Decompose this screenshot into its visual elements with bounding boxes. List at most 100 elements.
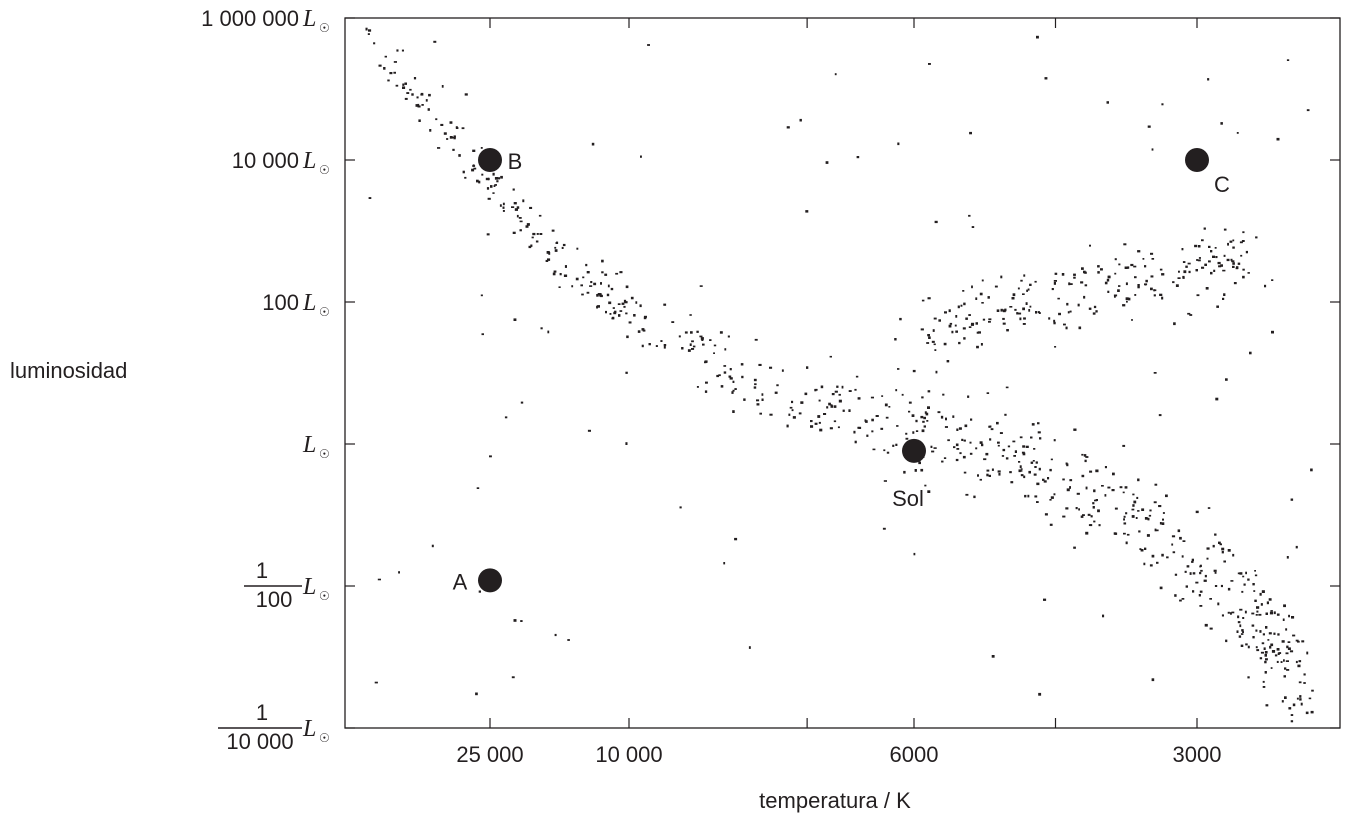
- main-sequence-star: [1010, 481, 1014, 484]
- main-sequence-star: [804, 392, 808, 396]
- main-sequence-star: [696, 386, 699, 388]
- main-sequence-star: [511, 206, 515, 208]
- main-sequence-star: [806, 366, 809, 369]
- main-sequence-star: [1132, 504, 1135, 507]
- giant-branch-star: [1145, 279, 1148, 283]
- main-sequence-star: [1288, 707, 1292, 710]
- giant-branch-star: [1093, 305, 1097, 309]
- main-sequence-star: [486, 187, 490, 190]
- main-sequence-star: [979, 478, 982, 481]
- main-sequence-star: [1005, 457, 1009, 460]
- giant-branch-star: [981, 279, 984, 282]
- main-sequence-star: [1286, 645, 1289, 649]
- main-sequence-star: [732, 389, 735, 392]
- main-sequence-star: [1283, 675, 1286, 678]
- main-sequence-star: [1144, 517, 1148, 520]
- giant-branch-star: [948, 324, 952, 328]
- giant-branch-star: [1223, 254, 1226, 257]
- main-sequence-star: [997, 441, 1000, 444]
- giant-branch-star: [1014, 308, 1017, 311]
- main-sequence-star: [1107, 486, 1111, 489]
- giant-branch-star: [933, 317, 937, 320]
- giant-branch-star: [1150, 252, 1154, 255]
- main-sequence-star: [1036, 501, 1039, 503]
- main-sequence-star: [1069, 486, 1071, 489]
- giant-branch-star: [1196, 259, 1199, 261]
- main-sequence-star: [1276, 613, 1280, 616]
- main-sequence-star: [1101, 485, 1104, 487]
- main-sequence-star: [857, 426, 860, 429]
- main-sequence-star: [836, 385, 839, 388]
- main-sequence-star: [1277, 652, 1280, 655]
- scattered-star: [647, 44, 650, 46]
- scattered-star: [897, 142, 900, 146]
- main-sequence-star: [628, 321, 632, 324]
- giant-branch-star: [1217, 261, 1221, 265]
- main-sequence-star: [969, 441, 972, 444]
- main-sequence-star: [798, 412, 802, 415]
- y-tick-denominator: 100: [256, 587, 293, 612]
- star-label: C: [1214, 172, 1230, 197]
- scattered-star: [567, 639, 570, 641]
- scattered-star: [1286, 556, 1289, 559]
- main-sequence-star: [756, 403, 760, 406]
- main-sequence-star: [1265, 704, 1269, 707]
- giant-branch-star: [1029, 305, 1032, 308]
- giant-branch-star: [1106, 278, 1110, 282]
- main-sequence-star: [1306, 651, 1309, 655]
- scattered-star: [481, 333, 484, 336]
- main-sequence-star: [1290, 720, 1294, 723]
- giant-branch-star: [1187, 312, 1191, 315]
- main-sequence-star: [1274, 654, 1278, 657]
- giant-branch-star: [933, 343, 936, 346]
- main-sequence-star: [1298, 681, 1302, 684]
- scattered-star: [734, 537, 738, 541]
- main-sequence-star: [828, 402, 831, 406]
- main-sequence-star: [1242, 575, 1245, 578]
- main-sequence-star: [514, 208, 518, 211]
- main-sequence-star: [404, 82, 407, 85]
- main-sequence-star: [411, 93, 414, 96]
- main-sequence-star: [1199, 564, 1202, 567]
- main-sequence-star: [1143, 562, 1146, 566]
- giant-branch-star: [1073, 276, 1076, 279]
- giant-branch-star: [980, 343, 983, 346]
- main-sequence-star: [924, 411, 927, 414]
- main-sequence-star: [1020, 474, 1024, 477]
- giant-branch-star: [1242, 268, 1245, 271]
- giant-branch-star: [1177, 277, 1181, 279]
- main-sequence-star: [702, 343, 705, 346]
- main-sequence-star: [912, 431, 915, 434]
- main-sequence-star: [1264, 651, 1268, 654]
- giant-branch-star: [1107, 290, 1110, 293]
- giant-branch-star: [1247, 272, 1250, 274]
- main-sequence-star: [1282, 618, 1285, 621]
- main-sequence-star: [881, 395, 884, 397]
- main-sequence-star: [1285, 660, 1289, 662]
- main-sequence-star: [908, 401, 912, 404]
- main-sequence-star: [633, 314, 636, 317]
- main-sequence-star: [1255, 646, 1258, 649]
- scattered-star: [476, 487, 480, 489]
- main-sequence-star: [1131, 515, 1134, 518]
- main-sequence-star: [967, 395, 970, 398]
- main-sequence-star: [1085, 456, 1089, 458]
- main-sequence-star: [625, 312, 628, 315]
- main-sequence-star: [1219, 543, 1222, 546]
- scattered-star: [464, 93, 468, 96]
- main-sequence-star: [955, 458, 959, 462]
- scattered-star: [928, 63, 931, 65]
- giant-branch-star: [1035, 311, 1037, 314]
- main-sequence-star: [402, 83, 405, 86]
- main-sequence-star: [1217, 602, 1220, 606]
- main-sequence-star: [1032, 460, 1035, 462]
- main-sequence-star: [494, 184, 497, 186]
- main-sequence-star: [1199, 605, 1203, 607]
- scattered-star: [1286, 59, 1290, 61]
- main-sequence-star: [641, 328, 645, 331]
- main-sequence-star: [473, 167, 477, 170]
- main-sequence-star: [959, 452, 962, 455]
- main-sequence-star: [593, 282, 597, 286]
- giant-branch-star: [1216, 305, 1219, 308]
- scattered-star: [825, 161, 829, 164]
